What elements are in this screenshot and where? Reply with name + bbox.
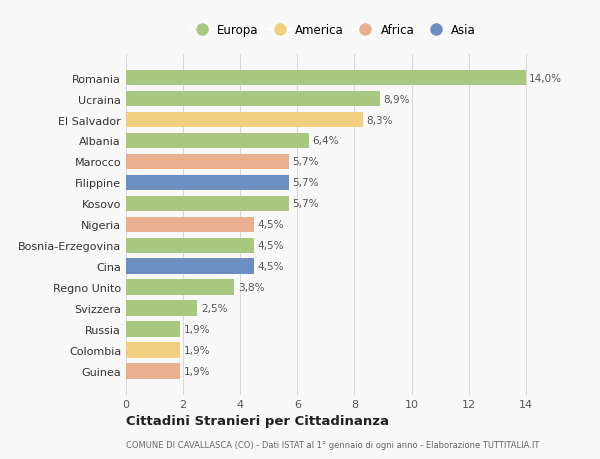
Text: 4,5%: 4,5% (258, 241, 284, 251)
Bar (126, 91, 380, 107)
Text: 1,9%: 1,9% (184, 346, 210, 356)
Bar (126, 259, 254, 274)
Bar (126, 322, 180, 337)
Bar (126, 71, 526, 86)
Bar (126, 364, 180, 379)
Legend: Europa, America, Africa, Asia: Europa, America, Africa, Asia (187, 20, 479, 40)
Bar (126, 238, 254, 254)
Bar (126, 112, 363, 128)
Text: 1,9%: 1,9% (184, 366, 210, 376)
Text: 3,8%: 3,8% (238, 283, 265, 293)
Text: 5,7%: 5,7% (292, 199, 319, 209)
Text: 4,5%: 4,5% (258, 220, 284, 230)
Text: 8,3%: 8,3% (367, 115, 393, 125)
Text: 5,7%: 5,7% (292, 178, 319, 188)
Text: 1,9%: 1,9% (184, 325, 210, 335)
Text: 4,5%: 4,5% (258, 262, 284, 272)
Text: 14,0%: 14,0% (529, 73, 562, 84)
Bar (126, 133, 309, 149)
Bar (126, 280, 235, 296)
Bar (126, 196, 289, 212)
Bar (126, 301, 197, 317)
Bar (126, 343, 180, 358)
Bar (126, 175, 289, 191)
Text: 6,4%: 6,4% (312, 136, 338, 146)
Text: Cittadini Stranieri per Cittadinanza: Cittadini Stranieri per Cittadinanza (126, 414, 389, 428)
Text: 5,7%: 5,7% (292, 157, 319, 167)
Bar (126, 217, 254, 233)
Text: 2,5%: 2,5% (201, 304, 227, 313)
Text: COMUNE DI CAVALLASCA (CO) - Dati ISTAT al 1° gennaio di ogni anno - Elaborazione: COMUNE DI CAVALLASCA (CO) - Dati ISTAT a… (126, 441, 539, 449)
Text: 8,9%: 8,9% (383, 94, 410, 104)
Bar (126, 154, 289, 170)
